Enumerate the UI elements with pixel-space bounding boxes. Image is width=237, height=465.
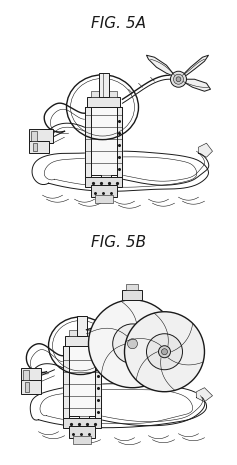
Polygon shape <box>85 103 123 179</box>
Bar <box>123 290 142 300</box>
Ellipse shape <box>170 71 187 87</box>
Bar <box>68 346 95 416</box>
Bar <box>77 316 87 336</box>
Bar <box>73 436 91 444</box>
Ellipse shape <box>88 300 177 388</box>
Polygon shape <box>178 79 210 91</box>
Bar <box>85 107 91 179</box>
Bar <box>91 91 117 97</box>
Bar <box>68 426 95 438</box>
Ellipse shape <box>128 339 137 349</box>
Bar <box>24 382 28 392</box>
Bar <box>127 284 138 290</box>
Ellipse shape <box>173 74 183 84</box>
Text: FIG. 5B: FIG. 5B <box>91 235 146 250</box>
Bar <box>64 336 99 346</box>
Bar <box>91 185 117 197</box>
Bar <box>117 107 123 179</box>
Bar <box>95 195 113 203</box>
Bar <box>31 131 36 141</box>
Ellipse shape <box>124 312 205 392</box>
Polygon shape <box>146 55 177 77</box>
Bar <box>63 346 68 420</box>
Polygon shape <box>198 143 213 157</box>
Polygon shape <box>63 342 100 420</box>
Bar <box>23 370 28 380</box>
Bar <box>85 177 123 187</box>
Ellipse shape <box>159 346 170 358</box>
Ellipse shape <box>146 334 182 370</box>
Bar <box>68 330 95 336</box>
Ellipse shape <box>161 349 168 355</box>
Bar <box>21 368 41 382</box>
Bar <box>63 418 100 428</box>
Bar <box>91 107 117 175</box>
Bar <box>99 73 109 97</box>
Bar <box>28 129 53 143</box>
Polygon shape <box>196 388 213 402</box>
Bar <box>95 346 100 420</box>
Bar <box>87 97 120 107</box>
Bar <box>21 380 41 394</box>
Ellipse shape <box>176 77 181 82</box>
Bar <box>32 143 36 151</box>
Text: FIG. 5A: FIG. 5A <box>91 16 146 31</box>
Bar <box>28 141 49 153</box>
Polygon shape <box>178 55 209 77</box>
Ellipse shape <box>113 324 152 364</box>
